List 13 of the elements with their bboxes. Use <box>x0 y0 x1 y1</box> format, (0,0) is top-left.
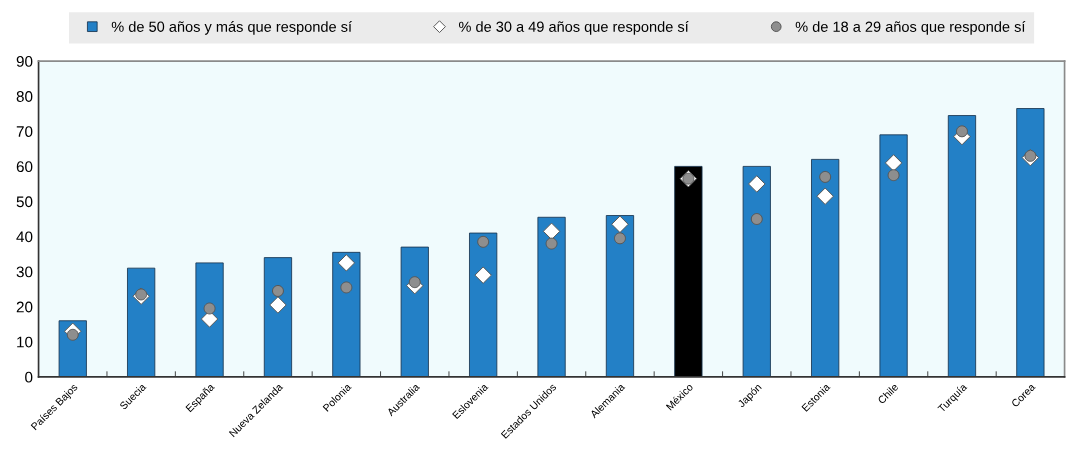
legend-label: % de 30 a 49 años que responde sí <box>458 21 689 35</box>
y-tick-label: 40 <box>16 231 33 243</box>
y-tick-label: 20 <box>16 301 33 313</box>
y-tick-label: 30 <box>16 266 33 278</box>
y-tick-label: 90 <box>16 56 33 67</box>
y-tick-label: 80 <box>16 91 33 102</box>
y-tick-label: 70 <box>16 126 33 138</box>
y-tick-label: 10 <box>17 336 33 348</box>
legend-label: % de 50 años y más que responde sí <box>111 21 352 35</box>
legend-label: % de 18 a 29 años que responde sí <box>795 21 1026 35</box>
y-tick-label: 60 <box>16 161 33 173</box>
y-tick-label: 0 <box>25 371 33 383</box>
y-tick-label: 50 <box>16 196 33 208</box>
